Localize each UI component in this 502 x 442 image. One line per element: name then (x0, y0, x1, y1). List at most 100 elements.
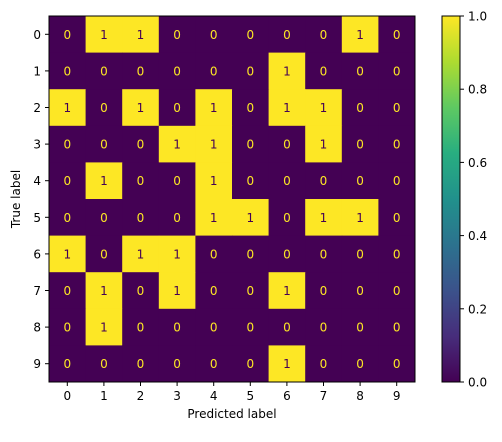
cell-1-7 (305, 52, 343, 90)
cell-value-7-4: 0 (210, 284, 218, 298)
cell-value-7-8: 0 (356, 284, 364, 298)
cell-4-3 (158, 162, 196, 200)
cell-0-3 (158, 16, 196, 54)
cell-0-6 (268, 16, 306, 54)
cell-value-6-9: 0 (393, 247, 401, 261)
cell-9-4 (195, 345, 233, 383)
cell-value-0-9: 0 (393, 28, 401, 42)
cell-0-2 (122, 16, 160, 54)
colorbar (441, 15, 461, 383)
cell-value-0-3: 0 (173, 28, 181, 42)
cell-1-8 (341, 52, 379, 90)
cell-0-5 (232, 16, 270, 54)
x-tick-label-2: 2 (137, 389, 145, 403)
cell-value-5-1: 0 (100, 211, 108, 225)
y-tick-label-3: 3 (33, 138, 41, 152)
colorbar-tick-label-2: 0.4 (468, 229, 487, 243)
cell-value-8-2: 0 (137, 321, 145, 335)
cell-value-9-5: 0 (246, 357, 254, 371)
cell-8-7 (305, 308, 343, 346)
cell-value-3-3: 1 (173, 138, 181, 152)
colorbar-ticks: 0.0 0.2 0.4 0.6 0.8 1.0 (460, 10, 487, 390)
cell-3-8 (341, 125, 379, 163)
cell-value-7-2: 0 (137, 284, 145, 298)
cell-8-4 (195, 308, 233, 346)
cell-value-9-2: 0 (137, 357, 145, 371)
cell-5-9 (378, 199, 416, 237)
y-tick-label-7: 7 (33, 284, 41, 298)
x-tick-label-4: 4 (210, 389, 218, 403)
cell-value-0-1: 1 (100, 28, 108, 42)
cell-8-9 (378, 308, 416, 346)
x-axis-ticks: 0 1 2 3 4 5 6 7 8 9 (63, 382, 401, 403)
cell-value-2-1: 0 (100, 101, 108, 115)
cell-value-3-0: 0 (63, 138, 71, 152)
cell-0-7 (305, 16, 343, 54)
cell-value-7-9: 0 (393, 284, 401, 298)
cell-value-3-9: 0 (393, 138, 401, 152)
cell-1-2 (122, 52, 160, 90)
x-tick-label-3: 3 (173, 389, 181, 403)
cell-value-4-6: 0 (283, 174, 291, 188)
cell-value-4-4: 1 (210, 174, 218, 188)
cell-value-5-9: 0 (393, 211, 401, 225)
cell-7-7 (305, 272, 343, 310)
y-tick-label-9: 9 (33, 357, 41, 371)
cell-value-3-4: 1 (210, 138, 218, 152)
cell-2-2 (122, 89, 160, 127)
cell-8-0 (49, 308, 87, 346)
cell-7-6 (268, 272, 306, 310)
cell-value-5-8: 1 (356, 211, 364, 225)
cell-2-5 (232, 89, 270, 127)
cell-value-0-7: 0 (320, 28, 328, 42)
cell-8-6 (268, 308, 306, 346)
cell-8-2 (122, 308, 160, 346)
cell-value-9-9: 0 (393, 357, 401, 371)
cell-2-8 (341, 89, 379, 127)
cell-value-6-0: 1 (63, 247, 71, 261)
y-tick-label-1: 1 (33, 64, 41, 78)
cell-4-6 (268, 162, 306, 200)
cell-0-4 (195, 16, 233, 54)
cell-0-0 (49, 16, 87, 54)
cell-7-1 (85, 272, 123, 310)
cell-1-4 (195, 52, 233, 90)
y-tick-label-2: 2 (33, 101, 41, 115)
cell-3-3 (158, 125, 196, 163)
cell-6-2 (122, 235, 160, 273)
y-axis-label: True label (9, 170, 23, 229)
cell-value-6-1: 0 (100, 247, 108, 261)
cell-value-5-0: 0 (63, 211, 71, 225)
cell-value-8-7: 0 (320, 321, 328, 335)
cell-value-2-6: 1 (283, 101, 291, 115)
cell-9-9 (378, 345, 416, 383)
cell-value-2-8: 0 (356, 101, 364, 115)
x-tick-label-6: 6 (283, 389, 291, 403)
cell-value-2-5: 0 (246, 101, 254, 115)
cell-9-3 (158, 345, 196, 383)
cell-5-6 (268, 199, 306, 237)
cell-value-7-0: 0 (63, 284, 71, 298)
cell-7-4 (195, 272, 233, 310)
y-tick-label-5: 5 (33, 211, 41, 225)
cell-value-5-3: 0 (173, 211, 181, 225)
cell-6-3 (158, 235, 196, 273)
cell-3-1 (85, 125, 123, 163)
cell-value-4-3: 0 (173, 174, 181, 188)
cell-value-7-6: 1 (283, 284, 291, 298)
cell-value-5-5: 1 (246, 211, 254, 225)
cell-1-3 (158, 52, 196, 90)
cell-4-7 (305, 162, 343, 200)
cell-value-0-6: 0 (283, 28, 291, 42)
cell-5-0 (49, 199, 87, 237)
cell-value-1-1: 0 (100, 64, 108, 78)
cell-value-9-3: 0 (173, 357, 181, 371)
cell-1-9 (378, 52, 416, 90)
x-tick-label-5: 5 (246, 389, 254, 403)
cell-6-0 (49, 235, 87, 273)
colorbar-tick-label-4: 0.8 (468, 83, 487, 97)
cell-value-1-4: 0 (210, 64, 218, 78)
cell-value-1-3: 0 (173, 64, 181, 78)
cell-value-3-5: 0 (246, 138, 254, 152)
